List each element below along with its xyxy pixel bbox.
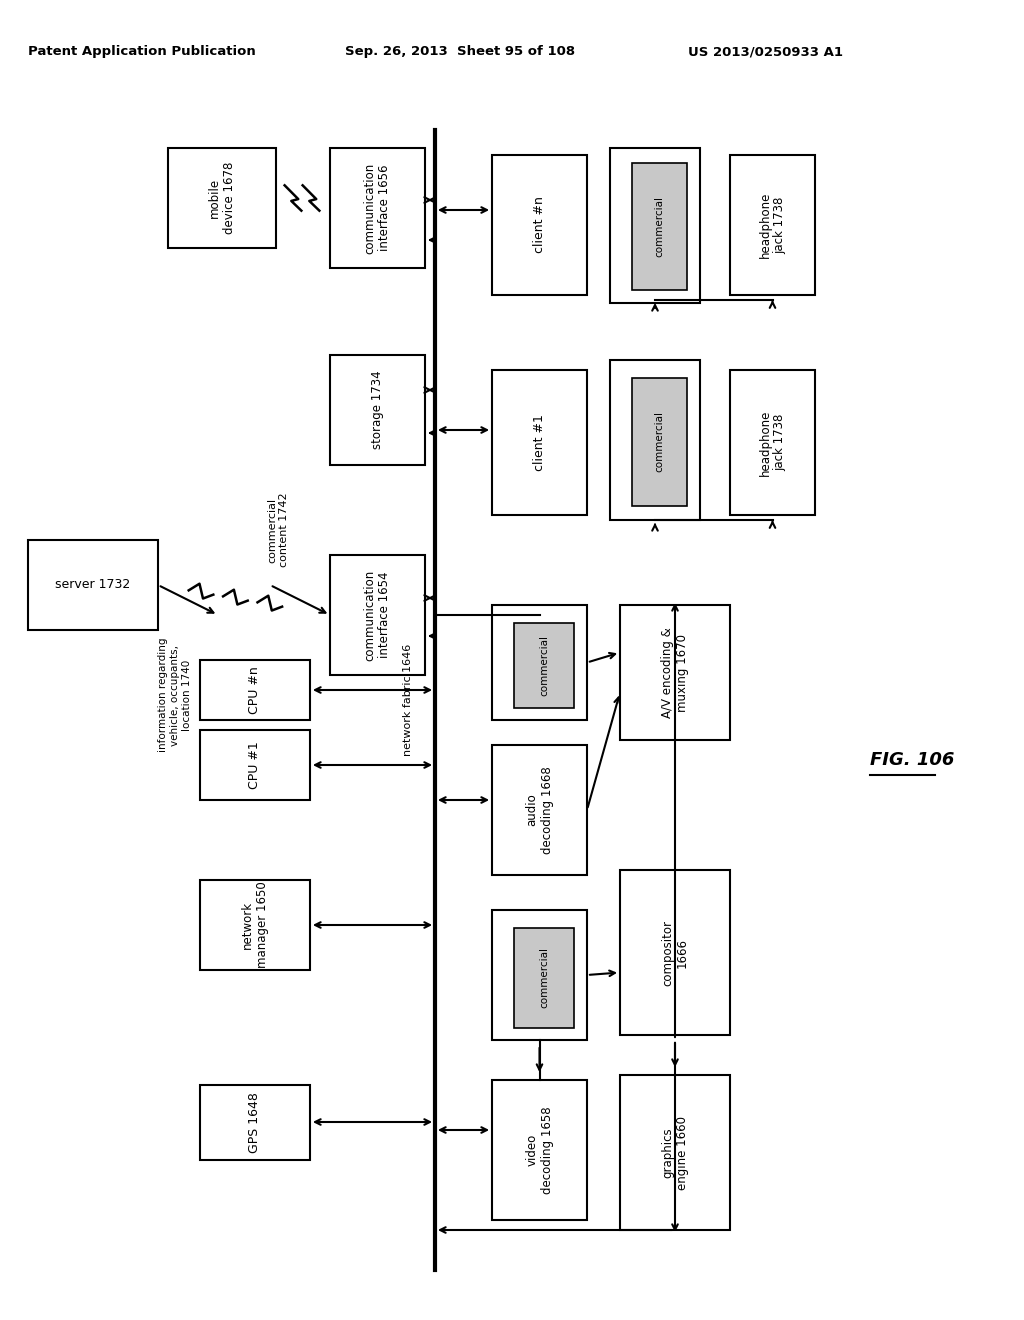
- Text: CPU #n: CPU #n: [249, 667, 261, 714]
- Bar: [610, 360, 700, 520]
- Bar: [330, 355, 425, 465]
- Bar: [330, 148, 425, 268]
- Bar: [610, 148, 700, 304]
- Bar: [730, 154, 815, 294]
- Text: headphone
jack 1738: headphone jack 1738: [759, 409, 786, 475]
- Text: information regarding
vehicle, occupants,
location 1740: information regarding vehicle, occupants…: [159, 638, 191, 752]
- Bar: [620, 870, 730, 1035]
- Text: network fabric 1646: network fabric 1646: [403, 644, 413, 756]
- Bar: [514, 928, 574, 1028]
- Text: A/V encoding &
muxing 1670: A/V encoding & muxing 1670: [662, 627, 689, 718]
- Text: CPU #1: CPU #1: [249, 741, 261, 789]
- Bar: [730, 370, 815, 515]
- Bar: [492, 909, 587, 1040]
- Bar: [492, 605, 587, 719]
- Text: client #1: client #1: [534, 414, 546, 471]
- Bar: [28, 540, 158, 630]
- Text: server 1732: server 1732: [55, 578, 131, 591]
- Text: communication
interface 1654: communication interface 1654: [364, 569, 391, 660]
- Bar: [200, 880, 310, 970]
- Text: US 2013/0250933 A1: US 2013/0250933 A1: [688, 45, 843, 58]
- Text: FIG. 106: FIG. 106: [870, 751, 954, 770]
- Bar: [620, 605, 730, 741]
- Text: mobile
device 1678: mobile device 1678: [208, 162, 236, 234]
- Text: Patent Application Publication: Patent Application Publication: [28, 45, 256, 58]
- Text: audio
decoding 1668: audio decoding 1668: [525, 766, 554, 854]
- Text: speaker 1730: speaker 1730: [534, 622, 546, 702]
- Bar: [514, 623, 574, 708]
- Text: GPS 1648: GPS 1648: [249, 1092, 261, 1152]
- Text: compositor
1666: compositor 1666: [662, 920, 689, 986]
- Text: commercial: commercial: [539, 948, 549, 1008]
- Text: headphone
jack 1738: headphone jack 1738: [759, 191, 786, 259]
- Bar: [632, 162, 687, 290]
- Text: commercial: commercial: [654, 412, 665, 473]
- Bar: [200, 1085, 310, 1160]
- Text: display 1736: display 1736: [648, 187, 662, 264]
- Bar: [168, 148, 276, 248]
- Bar: [492, 370, 587, 515]
- Text: storage 1734: storage 1734: [371, 371, 384, 449]
- Bar: [620, 1074, 730, 1230]
- Text: network
manager 1650: network manager 1650: [241, 882, 269, 969]
- Text: commercial: commercial: [539, 635, 549, 696]
- Bar: [492, 1080, 587, 1220]
- Bar: [330, 554, 425, 675]
- Bar: [200, 660, 310, 719]
- Bar: [492, 154, 587, 294]
- Bar: [200, 730, 310, 800]
- Text: display 1728: display 1728: [534, 937, 546, 1012]
- Text: video
decoding 1658: video decoding 1658: [525, 1106, 554, 1193]
- Text: commercial
content 1742: commercial content 1742: [267, 492, 289, 568]
- Text: display 1736: display 1736: [648, 403, 662, 478]
- Text: graphics
engine 1660: graphics engine 1660: [662, 1115, 689, 1189]
- Text: commercial: commercial: [654, 195, 665, 257]
- Text: Sep. 26, 2013  Sheet 95 of 108: Sep. 26, 2013 Sheet 95 of 108: [345, 45, 575, 58]
- Bar: [632, 378, 687, 506]
- Text: client #n: client #n: [534, 197, 546, 253]
- Bar: [492, 744, 587, 875]
- Text: communication
interface 1656: communication interface 1656: [364, 162, 391, 253]
